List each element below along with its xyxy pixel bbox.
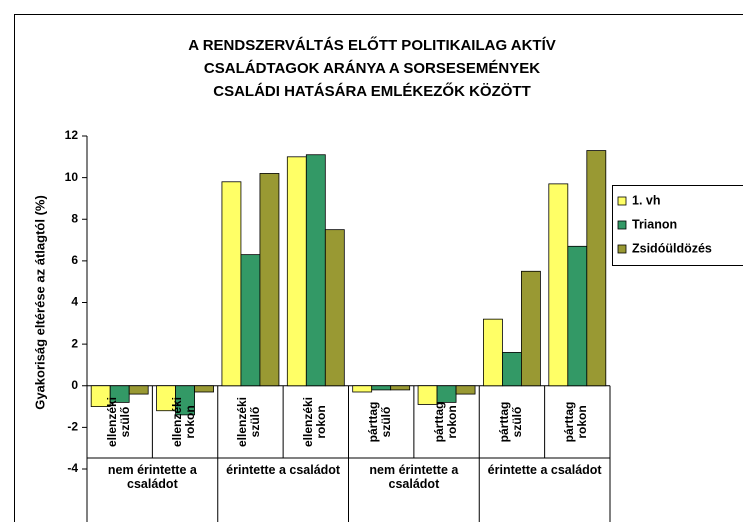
bar — [194, 385, 214, 393]
x-tick-label: párttag szülő — [366, 401, 394, 443]
x-group-label: érintette a családot — [487, 463, 602, 477]
y-tick-label: -4 — [67, 461, 78, 475]
legend-swatch — [617, 244, 627, 254]
bar — [305, 154, 326, 387]
x-tick-label: párttag rokon — [431, 401, 459, 443]
chart-title: CSALÁDTAGOK ARÁNYA A SORSESEMÉNYEK — [204, 60, 540, 77]
y-tick-label: 0 — [71, 378, 78, 392]
legend-label: Trianon — [632, 217, 677, 231]
bar — [586, 150, 607, 387]
bar — [240, 254, 261, 387]
bar — [548, 183, 569, 387]
chart-title: CSALÁDI HATÁSÁRA EMLÉKEZŐK KÖZÖTT — [213, 82, 530, 100]
bar — [390, 385, 411, 391]
bar — [455, 385, 476, 395]
bar — [221, 181, 242, 387]
x-tick-label: párttag rokon — [562, 401, 590, 443]
legend-label: 1. vh — [632, 193, 661, 207]
y-tick-label: 8 — [71, 211, 78, 225]
bar — [502, 352, 522, 387]
y-tick-label: 6 — [71, 253, 78, 267]
y-tick-label: 10 — [65, 170, 79, 184]
x-group-label: nem érintette a családot — [107, 463, 197, 491]
x-group-label: nem érintette a családot — [369, 463, 459, 491]
bar — [521, 270, 541, 387]
legend-swatch — [617, 196, 627, 206]
legend-swatch — [617, 220, 627, 230]
bar — [259, 173, 280, 387]
x-tick-label: párttag szülő — [496, 401, 525, 443]
bar — [324, 229, 345, 387]
y-tick-label: 4 — [71, 295, 78, 309]
legend-box — [612, 185, 743, 266]
x-tick-label: ellenzéki szülő — [235, 396, 263, 447]
bar — [175, 385, 195, 416]
x-tick-label: ellenzéki rokon — [170, 396, 198, 447]
y-tick-label: 12 — [65, 128, 79, 142]
legend-label: Zsidóüldözés — [632, 241, 712, 255]
chart-title: A RENDSZERVÁLTÁS ELŐTT POLITIKAILAG AKTÍ… — [188, 36, 556, 54]
bar — [128, 385, 149, 395]
bar — [567, 245, 588, 387]
chart-frame — [14, 14, 743, 522]
x-group-label: érintette a családot — [226, 463, 341, 477]
x-tick-label: ellenzéki rokon — [300, 396, 328, 447]
x-tick-label: ellenzéki szülő — [104, 396, 132, 447]
y-tick-label: 2 — [71, 336, 78, 350]
y-tick-label: -2 — [67, 420, 78, 434]
y-axis-label: Gyakoriság eltérése az átlagtól (%) — [32, 195, 47, 410]
bar — [286, 156, 307, 387]
bar — [483, 318, 503, 387]
